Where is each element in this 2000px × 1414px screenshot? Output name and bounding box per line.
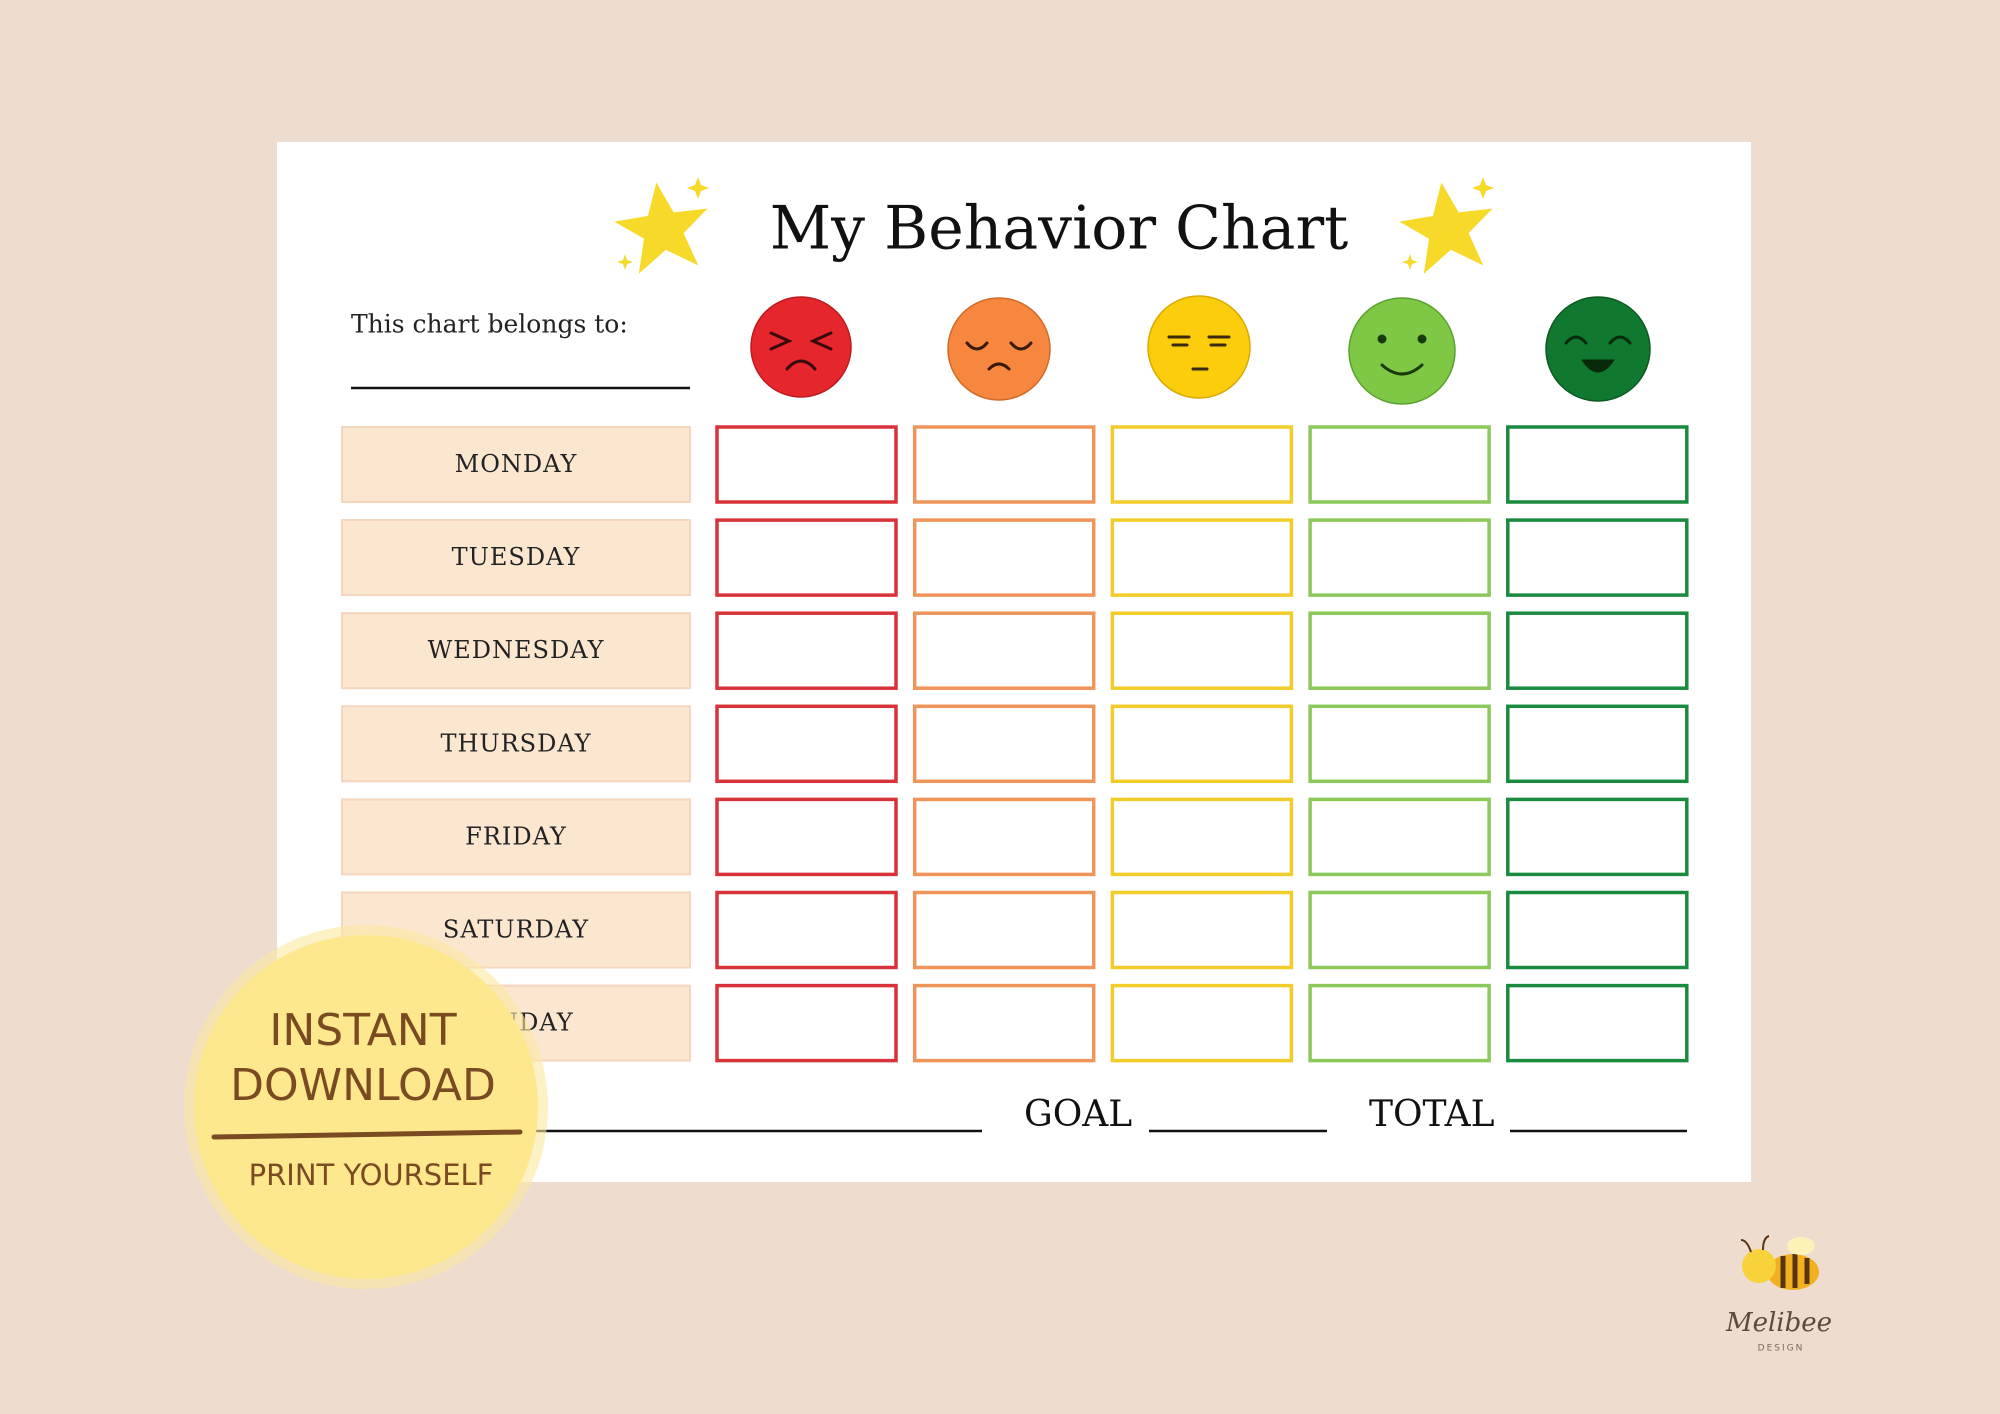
day-label: WEDNESDAY — [428, 636, 605, 664]
total-label: TOTAL — [1369, 1094, 1495, 1135]
tally-box — [715, 890, 898, 970]
tally-box — [912, 983, 1096, 1063]
tally-box — [1110, 983, 1294, 1063]
day-label: TUESDAY — [452, 543, 581, 571]
face-sad — [947, 297, 1051, 401]
badge-line2: DOWNLOAD — [230, 1060, 496, 1111]
badge — [194, 935, 538, 1279]
tally-box — [715, 425, 898, 504]
star-left — [614, 177, 709, 274]
star-right — [1399, 177, 1494, 274]
tally-box — [1506, 611, 1689, 690]
tally-box — [1110, 797, 1294, 877]
tally-box — [1308, 890, 1491, 970]
tally-box — [1110, 611, 1294, 690]
face-neutral — [1147, 295, 1251, 399]
tally-box — [1110, 425, 1294, 504]
day-rows: MONDAY TUESDAY WEDNESDAY THURSDAY FRIDAY SATU… — [341, 425, 1689, 1063]
day-label: MONDAY — [455, 450, 578, 478]
tally-box — [1308, 704, 1491, 784]
face-very-happy — [1545, 296, 1651, 402]
tally-box — [715, 611, 898, 690]
tally-box — [715, 518, 898, 597]
brand-sub: DESIGN — [1758, 1344, 1805, 1354]
belongs-label: This chart belongs to: — [351, 310, 628, 339]
tally-box — [912, 425, 1096, 504]
bee-logo — [1740, 1235, 1819, 1290]
day-box — [341, 519, 691, 597]
tally-box — [715, 983, 898, 1063]
tally-box — [1110, 518, 1294, 597]
tally-box — [912, 797, 1096, 877]
day-label: SATURDAY — [443, 916, 589, 944]
tally-box — [912, 890, 1096, 970]
tally-box — [1506, 425, 1689, 504]
day-label: THURSDAY — [440, 729, 591, 757]
tally-box — [1308, 425, 1491, 504]
tally-box — [715, 704, 898, 784]
tally-box — [715, 797, 898, 877]
tally-box — [1506, 983, 1689, 1063]
brand-name: Melibee — [1725, 1308, 1832, 1338]
tally-box — [912, 611, 1096, 690]
tally-box — [1506, 797, 1689, 877]
tally-box — [1110, 890, 1294, 970]
tally-box — [1308, 797, 1491, 877]
day-box — [341, 426, 691, 503]
title: My Behavior Chart — [770, 194, 1349, 264]
tally-box — [1308, 518, 1491, 597]
tally-box — [912, 704, 1096, 784]
day-box — [341, 612, 691, 690]
badge-rule — [211, 1129, 523, 1140]
badge-line3: PRINT YOURSELF — [249, 1158, 494, 1192]
tally-box — [1506, 518, 1689, 597]
day-box — [341, 798, 691, 876]
tally-box — [1506, 704, 1689, 784]
badge-line1: INSTANT — [269, 1005, 456, 1056]
day-box — [341, 705, 691, 783]
face-angry — [750, 296, 852, 398]
day-label: FRIDAY — [465, 822, 567, 850]
tally-box — [1110, 704, 1294, 784]
tally-box — [1308, 983, 1491, 1063]
tally-box — [912, 518, 1096, 597]
tally-box — [1308, 611, 1491, 690]
tally-box — [1506, 890, 1689, 970]
goal-label: GOAL — [1024, 1094, 1132, 1135]
face-happy — [1348, 297, 1456, 405]
